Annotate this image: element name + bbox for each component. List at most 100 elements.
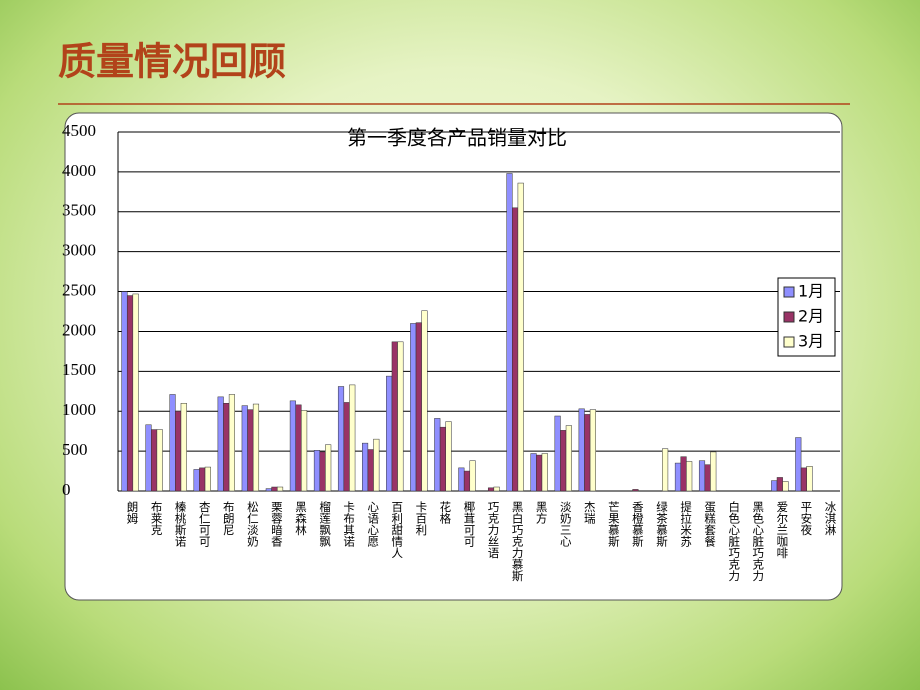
bar xyxy=(458,467,465,492)
x-tick-label: 卡布其诺 xyxy=(342,501,356,548)
x-tick-label: 百利甜情人 xyxy=(390,501,404,559)
x-tick-label: 绿茶慕斯 xyxy=(655,500,669,548)
bar xyxy=(204,466,211,492)
bar xyxy=(415,322,422,492)
bar xyxy=(349,384,356,492)
bar xyxy=(554,415,561,492)
bar xyxy=(313,450,321,492)
bar xyxy=(319,451,326,492)
x-tick-label: 花格 xyxy=(438,501,452,525)
bar xyxy=(445,421,452,492)
bar xyxy=(228,394,235,492)
y-tick-label: 4000 xyxy=(62,161,96,180)
y-tick-label: 2500 xyxy=(62,280,96,299)
y-tick-label: 2000 xyxy=(62,320,96,339)
bar xyxy=(247,409,254,492)
x-tick-label: 黑方 xyxy=(535,501,549,524)
x-tick-label: 心语心愿 xyxy=(366,501,380,548)
legend-swatch xyxy=(783,311,795,323)
x-tick-label: 巧克力丝语 xyxy=(487,501,501,559)
bar xyxy=(686,461,693,492)
legend-swatch xyxy=(783,336,795,348)
x-tick-label: 芒果慕斯 xyxy=(607,501,621,548)
x-tick-label: 朗姆 xyxy=(126,501,140,525)
bar xyxy=(175,410,182,492)
bar xyxy=(487,487,495,492)
x-tick-label: 淡奶三心 xyxy=(559,501,573,547)
bar xyxy=(410,323,417,492)
bar xyxy=(517,182,524,492)
bar xyxy=(463,470,471,492)
bar xyxy=(776,477,783,492)
x-tick-label: 爱尔兰咖啡 xyxy=(775,501,789,559)
bar xyxy=(145,424,152,492)
bar xyxy=(584,414,591,492)
bar xyxy=(397,341,404,492)
bar xyxy=(121,291,128,492)
x-tick-label: 冰淇淋 xyxy=(823,501,837,536)
y-tick-label: 1500 xyxy=(62,360,96,379)
bar xyxy=(252,403,260,492)
x-tick-label: 黑森林 xyxy=(294,501,308,536)
bar xyxy=(782,481,789,492)
bar xyxy=(512,207,519,492)
bar xyxy=(325,444,332,492)
bar xyxy=(439,426,446,492)
chart-title: 第一季度各产品销量对比 xyxy=(347,126,567,150)
bar xyxy=(421,310,428,492)
x-tick-label: 椰茸可可 xyxy=(462,500,476,547)
bar xyxy=(674,462,682,492)
bar xyxy=(530,453,537,492)
bar xyxy=(806,466,813,492)
y-tick-label: 3500 xyxy=(62,201,96,220)
bar xyxy=(193,469,200,492)
y-tick-label: 0 xyxy=(62,480,71,499)
x-tick-label: 榴莲飘飘 xyxy=(318,500,332,548)
bar xyxy=(265,488,272,492)
bar xyxy=(800,467,807,492)
bar xyxy=(704,464,711,492)
bar xyxy=(217,396,224,492)
bar xyxy=(241,405,248,492)
bar xyxy=(362,442,369,492)
bar xyxy=(771,480,778,492)
y-tick-label: 500 xyxy=(62,440,88,459)
bar xyxy=(156,429,163,492)
x-tick-label: 卡百利 xyxy=(414,501,428,536)
x-tick-label: 香橙慕斯 xyxy=(631,501,645,548)
bar xyxy=(469,460,476,492)
x-tick-label: 杏仁可可 xyxy=(198,501,212,547)
bar xyxy=(223,402,230,492)
bar xyxy=(337,386,345,492)
bar xyxy=(151,429,158,492)
x-tick-label: 平安夜 xyxy=(799,501,813,536)
bar xyxy=(680,456,687,492)
bar xyxy=(367,449,374,492)
y-tick-label: 1000 xyxy=(62,400,96,419)
x-tick-label: 杰瑞 xyxy=(583,501,597,524)
bar xyxy=(795,437,802,492)
legend-label: 2月 xyxy=(798,307,824,326)
bar xyxy=(506,173,513,492)
bar xyxy=(289,400,296,492)
bar xyxy=(541,453,548,492)
bar xyxy=(199,467,206,492)
x-tick-label: 黑白巧克力慕斯 xyxy=(511,501,525,582)
legend-swatch xyxy=(783,286,795,298)
bar xyxy=(132,293,139,492)
bar xyxy=(662,448,669,492)
bar xyxy=(493,486,500,492)
chart-frame xyxy=(64,112,843,601)
bar xyxy=(565,425,572,492)
bar xyxy=(560,430,567,492)
y-tick-label: 3000 xyxy=(62,241,96,260)
x-tick-label: 松仁淡奶 xyxy=(246,500,260,547)
bar xyxy=(434,418,441,492)
bar xyxy=(271,486,278,492)
bar xyxy=(386,375,393,492)
x-tick-label: 提拉米苏 xyxy=(679,500,693,548)
bar xyxy=(632,489,639,492)
bar xyxy=(126,295,134,492)
bar xyxy=(710,451,717,492)
